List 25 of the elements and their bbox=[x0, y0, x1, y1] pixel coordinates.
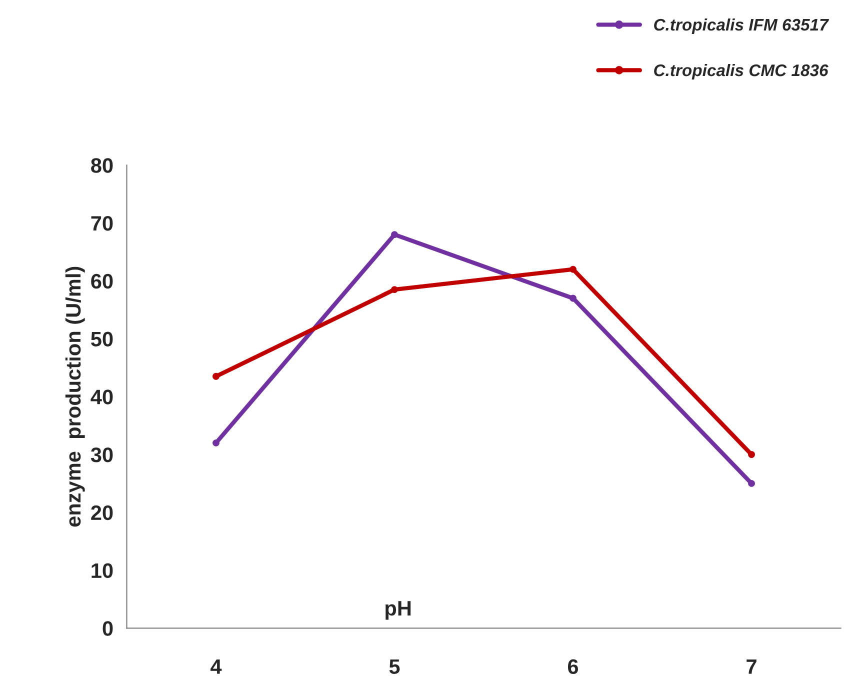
point bbox=[570, 294, 576, 302]
x-tick-label: 5 bbox=[389, 659, 400, 674]
y-tick-label: 0 bbox=[102, 621, 113, 636]
y-axis-title: enzyme production (U/ml) bbox=[65, 266, 85, 527]
x-axis-title: pH bbox=[386, 601, 411, 620]
x-tick-label: 6 bbox=[568, 659, 578, 674]
y-tick-label: 30 bbox=[90, 448, 113, 462]
point bbox=[391, 231, 398, 238]
y-tick-label: 40 bbox=[90, 390, 113, 404]
y-tick-label: 60 bbox=[91, 274, 113, 289]
y-tick-label: 20 bbox=[91, 505, 113, 520]
y-tick-label: 10 bbox=[92, 563, 113, 578]
point bbox=[570, 266, 576, 273]
x-tick-label: 7 bbox=[746, 659, 756, 674]
x-tick-label: 4 bbox=[210, 659, 222, 674]
point bbox=[212, 372, 220, 380]
legend-label: C.tropicalis CMC 1836 bbox=[654, 64, 828, 80]
point bbox=[391, 286, 398, 294]
point bbox=[748, 451, 755, 458]
point bbox=[748, 480, 755, 487]
y-tick-label: 80 bbox=[91, 158, 113, 173]
y-tick-label: 70 bbox=[91, 216, 113, 231]
y-tick-label: 50 bbox=[91, 332, 113, 347]
legend-label: C.tropicalis IFM 63517 bbox=[654, 18, 829, 34]
point bbox=[212, 439, 220, 446]
